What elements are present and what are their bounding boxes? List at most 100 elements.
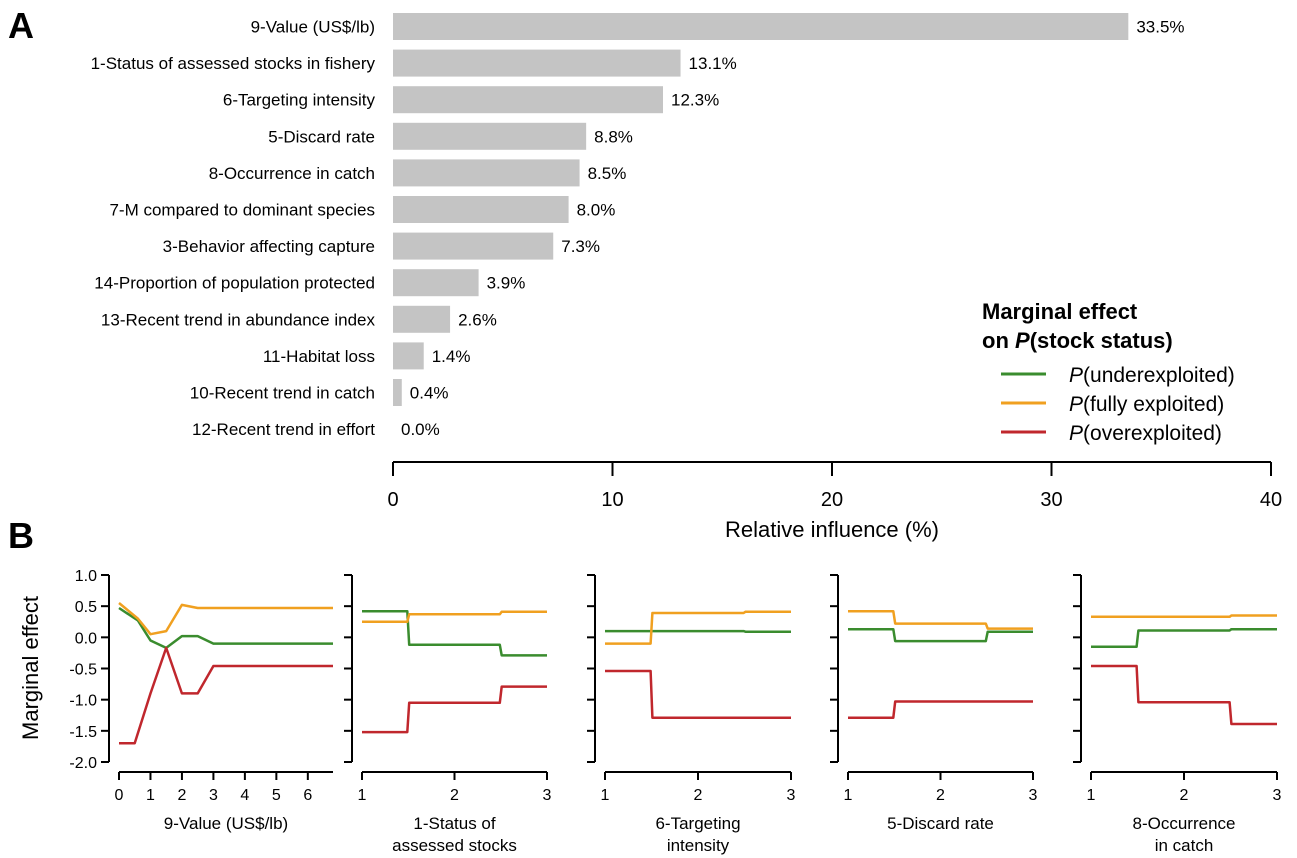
x-axis-title: 8-Occurrence xyxy=(1133,814,1236,833)
x-tick-label: 3 xyxy=(1029,787,1038,804)
x-tick-label: 2 xyxy=(450,787,459,804)
y-tick-label: -1.0 xyxy=(69,693,97,710)
x-axis-title: 1-Status of xyxy=(413,814,495,833)
y-tick-label: 0.0 xyxy=(75,630,97,647)
bar-category-label: 12-Recent trend in effort xyxy=(192,420,375,439)
bar-category-label: 3-Behavior affecting capture xyxy=(163,237,375,256)
y-tick-label: -2.0 xyxy=(69,755,97,772)
x-axis-title: in catch xyxy=(1155,836,1214,855)
x-axis-title: Relative influence (%) xyxy=(725,517,939,542)
x-axis-title: 6-Targeting xyxy=(655,814,740,833)
y-axis-title: Marginal effect xyxy=(18,596,43,740)
y-tick-label: -1.5 xyxy=(69,724,97,741)
y-tick-label: 0.5 xyxy=(75,599,97,616)
x-tick-label: 10 xyxy=(601,489,623,511)
bar xyxy=(393,379,402,406)
legend-item-label: P(fully exploited) xyxy=(1069,393,1224,416)
series-line xyxy=(362,609,547,657)
legend-item-italic: P xyxy=(1069,393,1083,416)
y-tick-label: 1.0 xyxy=(75,568,97,585)
marginal-effect-panel: 1.0 0.5 0.0 -0.5 -1.0 -1.5 -2.0 0 1 2 3 4 5 6 9-Value … xyxy=(69,568,333,833)
marginal-effect-panel: 1 2 3 8-Occurrence in catch xyxy=(1073,574,1282,855)
bar-value-label: 7.3% xyxy=(561,237,600,256)
bar-category-label: 6-Targeting intensity xyxy=(223,91,376,110)
x-tick-label: 0 xyxy=(387,489,398,511)
x-tick-label: 1 xyxy=(601,787,610,804)
bar-category-label: 11-Habitat loss xyxy=(263,347,375,366)
series-line xyxy=(848,627,1033,643)
x-tick-label: 2 xyxy=(694,787,703,804)
series-line xyxy=(118,606,333,650)
bar-value-label: 8.8% xyxy=(594,127,633,146)
x-tick-label: 1 xyxy=(358,787,367,804)
series-line xyxy=(605,610,791,645)
x-tick-label: 2 xyxy=(936,787,945,804)
bar-value-label: 33.5% xyxy=(1136,18,1184,37)
x-axis-title: intensity xyxy=(667,836,730,855)
bar-value-label: 1.4% xyxy=(432,347,471,366)
legend-item-label: P(underexploited) xyxy=(1069,364,1235,387)
bar-value-label: 13.1% xyxy=(689,54,737,73)
legend-item-italic: P xyxy=(1069,364,1083,387)
bar-value-label: 3.9% xyxy=(487,274,526,293)
x-tick-label: 1 xyxy=(146,787,155,804)
x-tick-label: 2 xyxy=(177,787,186,804)
x-tick-label: 40 xyxy=(1260,489,1282,511)
x-tick-label: 6 xyxy=(303,787,312,804)
legend-item-text: (overexploited) xyxy=(1083,422,1222,445)
series-line xyxy=(605,669,791,719)
y-tick-label: -0.5 xyxy=(69,662,97,679)
x-tick-label: 3 xyxy=(543,787,552,804)
x-tick-label: 1 xyxy=(844,787,853,804)
x-tick-label: 0 xyxy=(115,787,124,804)
x-axis-title: assessed stocks xyxy=(392,836,517,855)
series-line xyxy=(848,700,1033,719)
x-tick-label: 1 xyxy=(1087,787,1096,804)
legend-title-line2: on P(stock status) xyxy=(982,328,1173,353)
bar xyxy=(393,305,451,333)
legend-item-text: (underexploited) xyxy=(1083,364,1235,387)
series-line xyxy=(1091,627,1277,648)
bar-category-label: 8-Occurrence in catch xyxy=(209,164,375,183)
legend-item-label: P(overexploited) xyxy=(1069,422,1222,445)
bar-value-label: 0.0% xyxy=(401,420,440,439)
bar-category-label: 1-Status of assessed stocks in fishery xyxy=(91,54,376,73)
series-line xyxy=(848,609,1033,630)
panel-a-letter: A xyxy=(8,5,34,46)
legend: Marginal effect on P(stock status) P(und… xyxy=(982,299,1235,445)
x-tick-label: 5 xyxy=(272,787,281,804)
bar xyxy=(393,13,1129,40)
marginal-effect-panels: 1.0 0.5 0.0 -0.5 -1.0 -1.5 -2.0 0 1 2 3 4 5 6 9-Value … xyxy=(18,568,1282,855)
x-axis-title: 5-Discard rate xyxy=(887,814,994,833)
bar xyxy=(393,269,479,297)
bar xyxy=(393,342,424,370)
series-line xyxy=(362,685,547,734)
series-line xyxy=(119,646,333,745)
series-line xyxy=(605,629,791,633)
bar-value-label: 12.3% xyxy=(671,91,719,110)
panel-b-letter: B xyxy=(8,515,34,556)
series-line xyxy=(1091,614,1277,619)
x-tick-label: 3 xyxy=(787,787,796,804)
marginal-effect-panel: 1 2 3 1-Status of assessed stocks xyxy=(344,574,552,855)
bar-category-label: 14-Proportion of population protected xyxy=(94,274,375,293)
x-tick-label: 4 xyxy=(240,787,249,804)
bar-value-label: 2.6% xyxy=(458,310,497,329)
x-tick-label: 30 xyxy=(1040,489,1062,511)
bar xyxy=(393,232,554,260)
legend-item-text: (fully exploited) xyxy=(1083,393,1224,416)
relative-influence-bar-chart: 9-Value (US$/lb) 33.5% 1-Status of assesse… xyxy=(91,13,1282,542)
bar xyxy=(393,196,569,223)
series-line xyxy=(1091,664,1277,726)
bar-category-label: 5-Discard rate xyxy=(268,127,375,146)
bar xyxy=(393,159,580,187)
x-axis-title: 9-Value (US$/lb) xyxy=(164,814,288,833)
bar-category-label: 10-Recent trend in catch xyxy=(190,384,375,403)
bar-value-label: 8.0% xyxy=(577,201,616,220)
x-tick-label: 20 xyxy=(821,489,843,511)
bar-value-label: 0.4% xyxy=(410,384,449,403)
x-tick-label: 3 xyxy=(209,787,218,804)
marginal-effect-panel: 1 2 3 5-Discard rate xyxy=(830,574,1038,833)
bar xyxy=(393,86,663,114)
